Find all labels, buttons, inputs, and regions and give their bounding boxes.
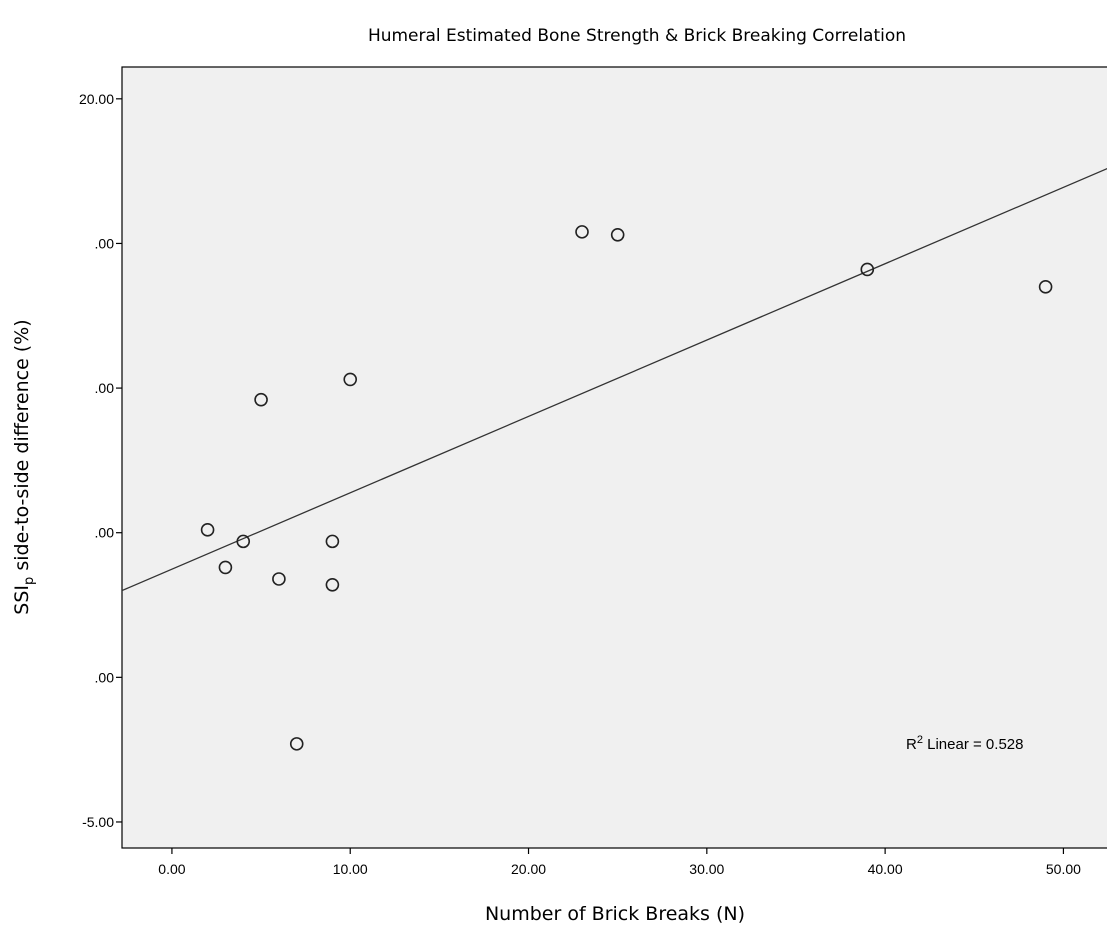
data-point (1038, 280, 1053, 294)
y-tick-label: .00 (95, 380, 115, 396)
data-point (610, 227, 625, 242)
data-point (325, 534, 340, 549)
data-point (272, 572, 286, 586)
data-point (860, 262, 875, 277)
plot-area (121, 66, 1107, 849)
data-point (325, 577, 340, 592)
linear-fit-line (121, 167, 1107, 592)
data-points (200, 225, 1053, 751)
y-tick-label: -5.00 (82, 814, 114, 830)
x-tick-label: 30.00 (689, 861, 724, 877)
data-point (343, 372, 358, 387)
data-point (200, 523, 215, 537)
y-axis-title: SSIp side-to-side difference (%) (11, 319, 37, 614)
r-squared-annotation: R2 Linear = 0.528 (906, 734, 1023, 753)
y-tick-label: .00 (95, 669, 115, 685)
data-point (289, 737, 304, 751)
x-tick-label: 50.00 (1046, 861, 1081, 877)
y-axis: -5.00 .00 .00 .00 .00 20.00 (79, 91, 122, 830)
x-axis-title: Number of Brick Breaks (N) (485, 903, 745, 925)
x-axis: 0.00 10.00 20.00 30.00 40.00 50.00 (158, 848, 1081, 877)
x-tick-label: 40.00 (868, 861, 903, 877)
y-tick-label: 20.00 (79, 91, 114, 107)
y-tick-label: .00 (95, 525, 115, 541)
data-point (236, 534, 251, 549)
y-tick-label: .00 (95, 235, 115, 251)
x-tick-label: 20.00 (511, 861, 546, 877)
x-tick-label: 10.00 (333, 861, 368, 877)
data-point (254, 392, 268, 407)
chart-title: Humeral Estimated Bone Strength & Brick … (368, 26, 906, 46)
data-point (575, 225, 589, 239)
x-tick-label: 0.00 (158, 861, 185, 877)
data-point (218, 560, 233, 575)
